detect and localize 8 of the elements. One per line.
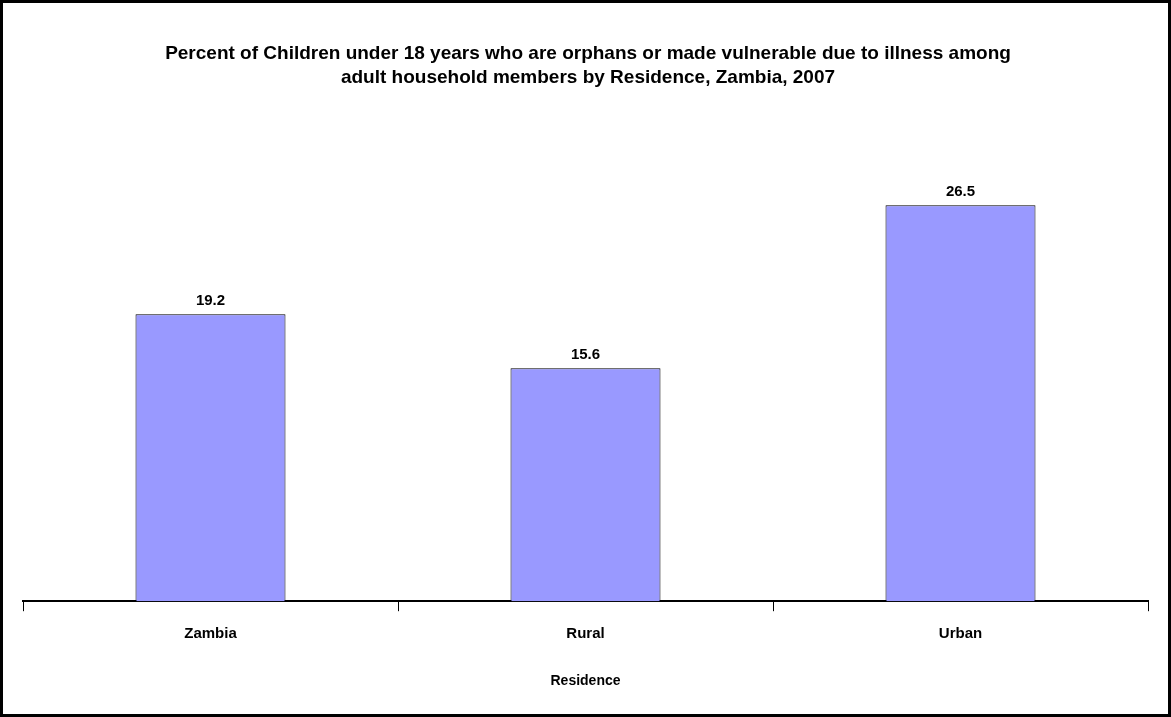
- data-label: 15.6: [570, 344, 601, 362]
- chart-title: Percent of Children under 18 years who are orphans or made vulnerable due to illness among adult household members by Residence, Zambia, 2007: [164, 41, 1012, 89]
- x-tick-label: Rural: [566, 624, 605, 642]
- x-axis-title: Residence: [550, 672, 621, 689]
- data-label: 26.5: [945, 181, 976, 199]
- x-tick-label: Zambia: [184, 624, 238, 642]
- data-label: 19.2: [195, 290, 226, 308]
- x-tick-label: Urban: [938, 624, 983, 642]
